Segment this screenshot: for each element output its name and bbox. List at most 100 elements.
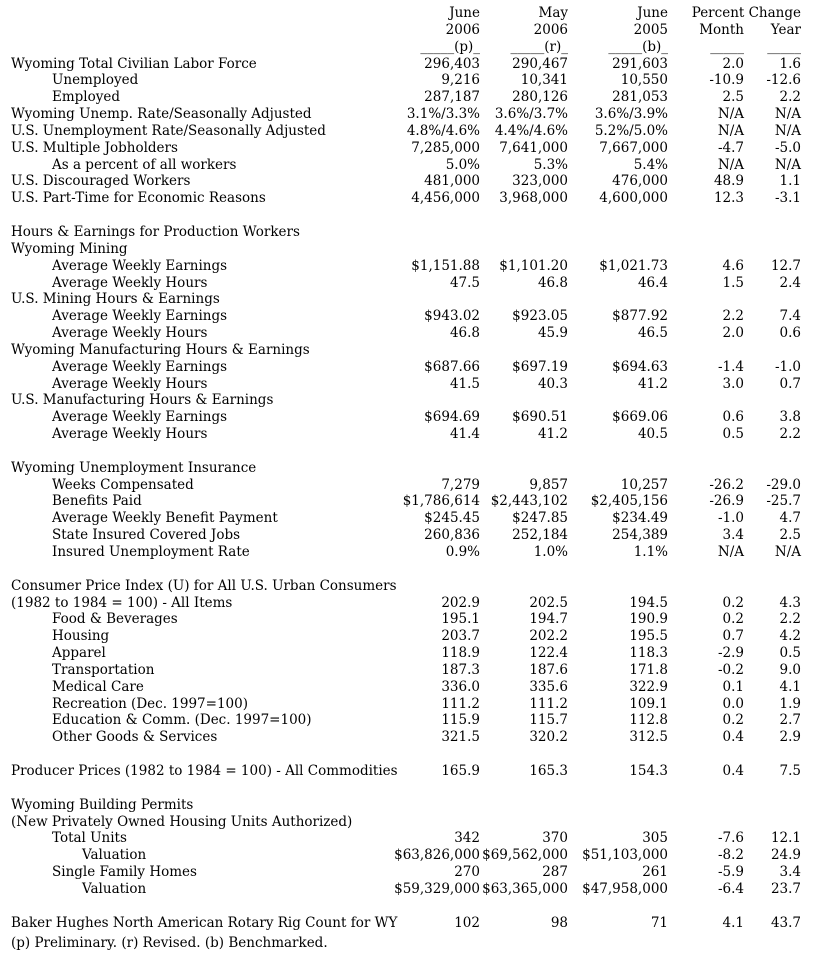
table-row: Education & Comm. (Dec. 1997=100) 115.9 11… (0, 712, 813, 729)
cell-may-2006: 41.2 (537, 426, 568, 443)
cell-percent-change-year: 2.4 (779, 274, 801, 291)
cell-may-2006: 3,968,000 (499, 190, 568, 207)
footnote: (p) Preliminary. (r) Revised. (b) Benchm… (11, 935, 328, 952)
cell-may-2006: 280,126 (512, 89, 568, 106)
cell-june-2006: $59,329,000 (394, 880, 480, 897)
cell-june-2005: 109.1 (629, 695, 668, 712)
cell-percent-change-year: 2.2 (779, 611, 801, 628)
cell-may-2006: 5.3% (533, 156, 568, 173)
col-header-prior-month: May (538, 5, 569, 21)
cell-percent-change-month: N/A (717, 122, 744, 139)
cell-percent-change-year: 3.4 (779, 864, 801, 881)
col-header-prior-month-year: 2006 (533, 21, 568, 38)
row-label: Valuation (82, 880, 147, 897)
col-header-prior-year: 2005 (633, 21, 668, 38)
row-label: U.S. Manufacturing Hours & Earnings (11, 392, 274, 409)
row-label: Apparel (52, 645, 106, 662)
cell-percent-change-month: 0.1 (722, 678, 744, 695)
cell-june-2005: 10,257 (620, 476, 668, 493)
table-row: Weeks Compensated 7,279 9,857 10,257 -26.2 -2… (0, 477, 813, 494)
row-label: Unemployed (52, 72, 139, 89)
cell-percent-change-month: 0.2 (722, 712, 744, 729)
blank-row (0, 207, 813, 224)
row-label: Hours & Earnings for Production Workers (11, 223, 300, 240)
cell-june-2006: $1,151.88 (411, 257, 480, 274)
cell-june-2005: 46.4 (637, 274, 668, 291)
cell-june-2005: 291,603 (612, 55, 668, 72)
cell-percent-change-month: 1.5 (722, 274, 744, 291)
row-label: Average Weekly Earnings (52, 308, 228, 325)
cell-june-2006: $245.45 (424, 510, 480, 527)
cell-percent-change-year: 4.1 (779, 678, 801, 695)
cell-june-2006: $687.66 (424, 358, 480, 375)
cell-percent-change-month: -2.9 (717, 645, 744, 662)
cell-percent-change-year: 4.3 (779, 594, 801, 611)
row-label: State Insured Covered Jobs (52, 527, 241, 544)
table-row: Apparel 118.9 122.4 118.3 -2.9 0.5 (0, 645, 813, 662)
cell-percent-change-year: 1.6 (779, 55, 801, 72)
cell-may-2006: 194.7 (529, 611, 568, 628)
table-row: Average Weekly Earnings $687.66 $697.19 $69… (0, 359, 813, 376)
table-row: Other Goods & Services 321.5 320.2 312.5 0.4… (0, 729, 813, 746)
cell-percent-change-year: 0.6 (779, 325, 801, 342)
table-row: Average Weekly Hours 46.8 45.9 46.5 2.0 0.6 (0, 325, 813, 342)
row-label: Wyoming Mining (11, 240, 128, 257)
cell-percent-change-year: 12.7 (770, 257, 801, 274)
cell-may-2006: 1.0% (533, 544, 568, 560)
rule-month: _____ (710, 38, 744, 55)
row-label: As a percent of all workers (52, 156, 237, 173)
table-row: Transportation 187.3 187.6 171.8 -0.2 9.0 (0, 662, 813, 679)
table-row: Average Weekly Hours 41.5 40.3 41.2 3.0 0.7 (0, 376, 813, 393)
cell-percent-change-month: 0.6 (722, 409, 744, 426)
cell-percent-change-year: 2.2 (779, 89, 801, 106)
cell-percent-change-month: 12.3 (713, 190, 744, 207)
cell-june-2005: $669.06 (612, 409, 668, 426)
cell-percent-change-month: 3.4 (722, 527, 744, 544)
table-row: Baker Hughes North American Rotary Rig C… (0, 915, 813, 932)
cell-percent-change-year: 9.0 (779, 661, 801, 678)
cell-percent-change-year: -3.1 (774, 190, 801, 207)
row-label: Consumer Price Index (U) for All U.S. Ur… (11, 577, 397, 594)
row-label: (1982 to 1984 = 100) - All Items (11, 594, 233, 611)
cell-june-2006: 203.7 (441, 628, 480, 645)
col-header-change-year: Year (770, 21, 801, 38)
table-row: State Insured Covered Jobs 260,836 252,184… (0, 527, 813, 544)
row-label: Average Weekly Hours (52, 274, 208, 291)
cell-may-2006: 370 (542, 830, 568, 847)
cell-june-2005: 118.3 (629, 645, 668, 662)
cell-may-2006: $247.85 (512, 510, 568, 527)
cell-june-2005: 7,667,000 (599, 139, 668, 156)
cell-june-2005: $694.63 (612, 358, 668, 375)
cell-percent-change-month: 48.9 (713, 173, 744, 190)
cell-percent-change-month: 4.1 (722, 914, 744, 931)
cell-percent-change-year: N/A (774, 544, 801, 560)
cell-june-2006: 7,285,000 (411, 139, 480, 156)
table-row: Unemployed 9,216 10,341 10,550 -10.9 -12.6 (0, 72, 813, 89)
rule-revised: _____(r)_ (510, 38, 569, 55)
row-label: Average Weekly Earnings (52, 409, 228, 426)
cell-may-2006: 111.2 (529, 695, 568, 712)
cell-june-2006: 336.0 (441, 678, 480, 695)
cell-june-2005: 476,000 (612, 173, 668, 190)
cell-may-2006: 122.4 (529, 645, 568, 662)
row-label: Total Units (52, 830, 127, 847)
row-label: Average Weekly Hours (52, 325, 208, 342)
row-label: Wyoming Total Civilian Labor Force (11, 55, 257, 72)
blank-row (0, 746, 813, 763)
cell-may-2006: 202.2 (529, 628, 568, 645)
blank-row (0, 443, 813, 460)
cell-percent-change-month: -10.9 (709, 72, 744, 89)
col-header-percent-change: Percent Change (691, 5, 801, 21)
table-row: Consumer Price Index (U) for All U.S. Ur… (0, 578, 813, 595)
cell-percent-change-year: 12.1 (770, 830, 801, 847)
table-row: Housing 203.7 202.2 195.5 0.7 4.2 (0, 628, 813, 645)
table-row: Recreation (Dec. 1997=100) 111.2 111.2 109.… (0, 696, 813, 713)
cell-june-2006: 47.5 (449, 274, 480, 291)
header-row-years: 2006 2006 2005 Month Year (0, 22, 813, 39)
cell-june-2005: 322.9 (629, 678, 668, 695)
cell-june-2005: 171.8 (629, 661, 668, 678)
row-label: Insured Unemployment Rate (52, 544, 250, 560)
cell-june-2005: 312.5 (629, 729, 668, 746)
cell-percent-change-year: 2.9 (779, 729, 801, 746)
cell-june-2006: 5.0% (445, 156, 480, 173)
